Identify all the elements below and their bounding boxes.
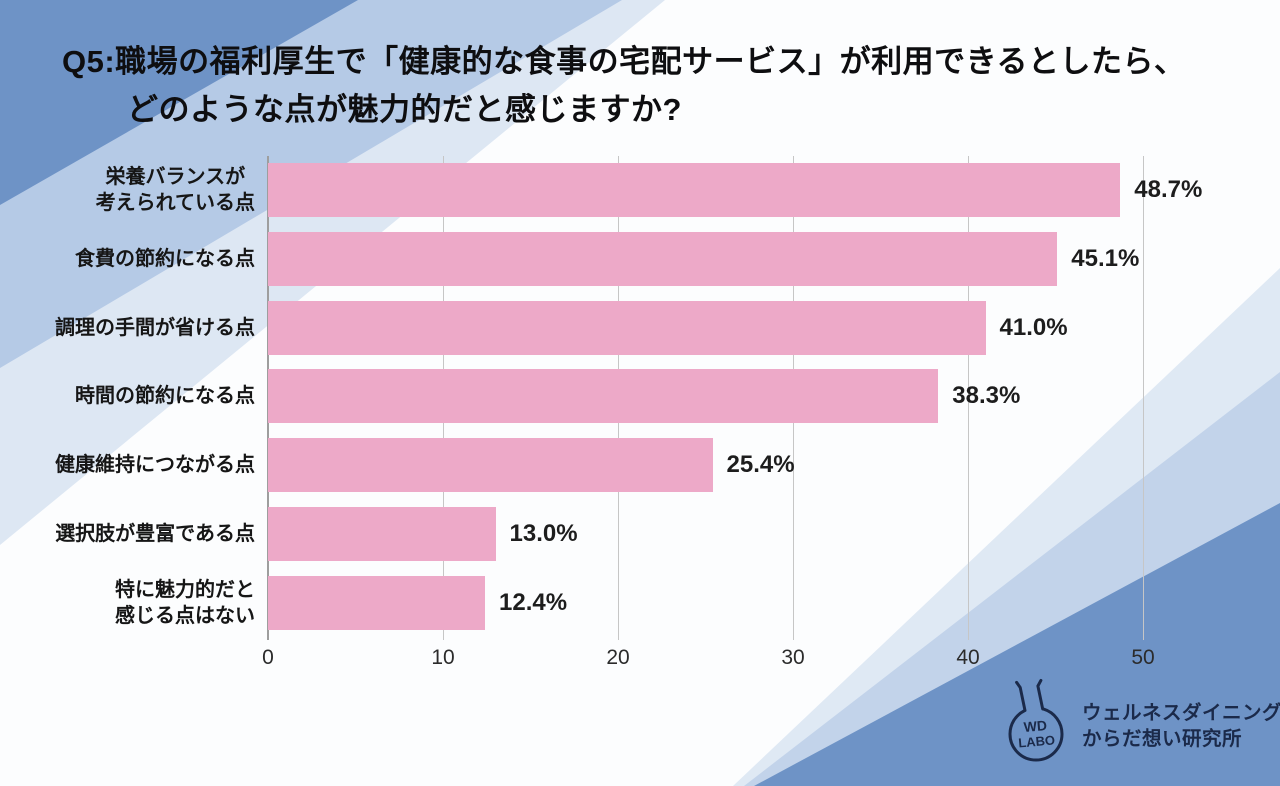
x-gridline — [1143, 156, 1144, 640]
chart-question-title-line1: Q5:職場の福利厚生で「健康的な食事の宅配サービス」が利用できるとしたら、 — [62, 44, 1186, 79]
x-tick-label: 10 — [431, 646, 455, 669]
bar-value-label: 45.1% — [1071, 244, 1140, 272]
category-label: 選択肢が豊富である点 — [55, 523, 255, 545]
bar-value-label: 48.7% — [1134, 176, 1203, 203]
chart-question-title-line2: どのような点が魅力的だと感じますか? — [127, 92, 682, 127]
category-label: 食費の節約になる点 — [75, 247, 255, 270]
category-label: 時間の節約になる点 — [75, 385, 255, 408]
flask-icon: WD LABO — [1008, 678, 1064, 762]
logo-text: ウェルネスダイニング からだ想い研究所 — [1082, 700, 1280, 752]
category-label: 健康維持につながる点 — [55, 454, 255, 477]
x-gridline — [968, 156, 969, 640]
bar — [268, 163, 1121, 217]
bar-value-label: 38.3% — [952, 382, 1021, 410]
bar — [268, 507, 496, 561]
x-tick-label: 40 — [956, 646, 980, 669]
bar — [268, 438, 713, 493]
logo-text-line1: ウェルネスダイニング — [1082, 702, 1280, 724]
logo: WD LABO ウェルネスダイニング からだ想い研究所 — [1002, 676, 1280, 768]
bar — [268, 300, 986, 355]
bar — [268, 231, 1058, 286]
flask-badge-text-top: WD — [1023, 717, 1048, 735]
x-tick-label: 50 — [1131, 646, 1155, 669]
category-label: 調理の手間が省ける点 — [55, 316, 255, 339]
flask-badge-text-bottom: LABO — [1018, 732, 1056, 750]
logo-text-line2: からだ想い研究所 — [1082, 728, 1243, 750]
bar-value-label: 41.0% — [999, 313, 1068, 341]
bar-value-label: 25.4% — [726, 451, 795, 479]
bar-value-label: 12.4% — [499, 588, 568, 616]
bar — [268, 369, 939, 424]
category-label: 特に魅力的だと 感じる点はない — [115, 578, 255, 627]
x-tick-label: 30 — [781, 646, 805, 669]
x-tick-label: 20 — [606, 646, 630, 669]
x-tick-label: 0 — [262, 646, 274, 669]
bar — [268, 575, 485, 630]
bar-value-label: 13.0% — [509, 520, 578, 547]
category-label: 栄養バランスが 考えられている点 — [95, 166, 255, 214]
